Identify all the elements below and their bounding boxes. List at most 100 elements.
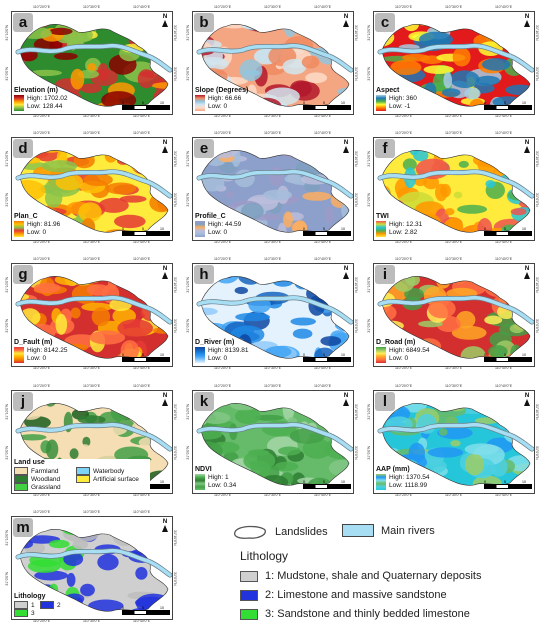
scale-number: 5 (504, 480, 506, 484)
color-ramp (195, 474, 205, 490)
latitude-tick-label-right: 31°10'0"N (173, 530, 177, 546)
longitude-tick-label: 110°20'0"E (395, 5, 413, 9)
legend-low-value: Low: 2.82 (389, 229, 418, 236)
longitude-tick-label: 110°40'0"E (133, 510, 151, 514)
longitude-tick-label: 110°20'0"E (214, 131, 232, 135)
latitude-tick-label-right: 31°0'0"N (173, 572, 177, 586)
latitude-tick-label-right: 31°0'0"N (173, 446, 177, 460)
legend-title: Plan_C (14, 213, 38, 220)
map-panel-l: 110°20'0"E 110°30'0"E 110°40'0"E 31°10'0"N 3… (367, 384, 541, 504)
longitude-tick-label: 110°20'0"E (33, 5, 51, 9)
north-arrow-icon: N (341, 266, 351, 279)
north-label: N (162, 266, 168, 272)
latitude-tick-label: 31°0'0"N (367, 446, 371, 460)
legend-title: D_Fault (m) (14, 339, 53, 346)
scale-unit: km (164, 359, 169, 363)
scale-number: 10 (341, 480, 345, 484)
landuse-legend-item: Waterbody (76, 467, 150, 475)
landuse-label: Waterbody (93, 467, 125, 475)
scale-number: 10 (522, 101, 526, 105)
longitude-tick-label-bottom: 110°40'0"E (495, 114, 513, 118)
legend-high-value: High: 81.96 (27, 221, 61, 228)
north-label: N (524, 266, 530, 272)
longitude-tick-label-bottom: 110°20'0"E (214, 114, 232, 118)
longitude-tick-label-bottom: 110°40'0"E (133, 240, 151, 244)
lithology-legend-row: 1: Mudstone, shale and Quaternary deposi… (240, 570, 481, 582)
longitude-tick-label: 110°30'0"E (83, 5, 101, 9)
longitude-tick-label-bottom: 110°30'0"E (83, 240, 101, 244)
legend-low-value: Low: 0 (208, 103, 228, 110)
scale-number: 10 (341, 353, 345, 357)
longitude-tick-label: 110°20'0"E (33, 384, 51, 388)
study-area-map (15, 150, 172, 233)
scale-number: 5 (323, 353, 325, 357)
scale-number: 0 (122, 606, 124, 610)
shared-legend: Landslides Main rivers Lithology 1: Muds… (232, 524, 542, 624)
north-arrow-icon: N (341, 140, 351, 153)
north-arrow-icon: N (522, 14, 532, 27)
longitude-tick-label-bottom: 110°20'0"E (395, 493, 413, 497)
legend-swatch (14, 467, 28, 475)
scale-number: 10 (522, 480, 526, 484)
map-frame: c N 0 5 10 km Aspect High: 360 Low: -1 (373, 11, 535, 115)
longitude-tick-label: 110°30'0"E (445, 131, 463, 135)
latitude-tick-label: 31°0'0"N (5, 67, 9, 81)
legend-high-value: High: 12.31 (389, 221, 423, 228)
lithology-swatch (240, 570, 258, 582)
scale-number: 5 (323, 101, 325, 105)
lithology-class-label: 2 (57, 601, 61, 609)
latitude-tick-label-right: 31°10'0"N (173, 277, 177, 293)
scale-number: 5 (504, 101, 506, 105)
scale-number: 10 (522, 353, 526, 357)
legend-low-value: Low: 0 (27, 355, 47, 362)
legend-low-value: Low: 0 (389, 355, 409, 362)
latitude-tick-label: 31°0'0"N (367, 319, 371, 333)
longitude-tick-label: 110°20'0"E (33, 131, 51, 135)
longitude-tick-label-bottom: 110°40'0"E (314, 114, 332, 118)
latitude-tick-label-right: 31°10'0"N (354, 277, 358, 293)
map-panel-g: 110°20'0"E 110°30'0"E 110°40'0"E 31°10'0"N 3… (5, 257, 179, 377)
color-ramp (376, 474, 386, 490)
longitude-tick-label-bottom: 110°20'0"E (395, 114, 413, 118)
legend-swatch (14, 483, 28, 491)
panel-legend: D_Fault (m) High: 8142.25 Low: 0 (14, 339, 67, 364)
longitude-tick-label: 110°40'0"E (133, 257, 151, 261)
longitude-tick-label-bottom: 110°20'0"E (33, 366, 51, 370)
landuse-label: Woodland (31, 475, 61, 483)
latitude-tick-label: 31°10'0"N (186, 277, 190, 293)
longitude-tick-label-bottom: 110°20'0"E (395, 366, 413, 370)
north-arrow-icon: N (160, 140, 170, 153)
latitude-tick-label-right: 31°0'0"N (354, 319, 358, 333)
scale-unit: km (164, 233, 169, 237)
scale-unit: km (164, 107, 169, 111)
color-ramp (14, 221, 24, 237)
latitude-tick-label: 31°0'0"N (5, 319, 9, 333)
scale-unit: km (526, 107, 531, 111)
study-area-map (196, 24, 353, 107)
legend-high-value: High: 360 (389, 95, 417, 102)
longitude-tick-label: 110°30'0"E (264, 384, 282, 388)
scale-number: 10 (341, 227, 345, 231)
scale-number: 10 (160, 606, 164, 610)
north-label: N (162, 140, 168, 146)
scale-number: 0 (122, 227, 124, 231)
longitude-tick-label-bottom: 110°40'0"E (133, 619, 151, 623)
latitude-tick-label: 31°0'0"N (367, 193, 371, 207)
panel-letter: e (194, 139, 214, 158)
latitude-tick-label: 31°10'0"N (367, 151, 371, 167)
panel-legend: Aspect High: 360 Low: -1 (376, 87, 417, 112)
scale-number: 0 (484, 227, 486, 231)
latitude-tick-label-right: 31°0'0"N (173, 319, 177, 333)
longitude-tick-label-bottom: 110°40'0"E (133, 493, 151, 497)
study-area-map (377, 403, 534, 486)
scale-number: 5 (142, 101, 144, 105)
latitude-tick-label: 31°0'0"N (5, 193, 9, 207)
north-arrow-icon: N (341, 14, 351, 27)
legend-title: Land use (14, 459, 45, 466)
latitude-tick-label: 31°0'0"N (5, 572, 9, 586)
north-label: N (343, 14, 349, 20)
longitude-tick-label-bottom: 110°30'0"E (445, 366, 463, 370)
